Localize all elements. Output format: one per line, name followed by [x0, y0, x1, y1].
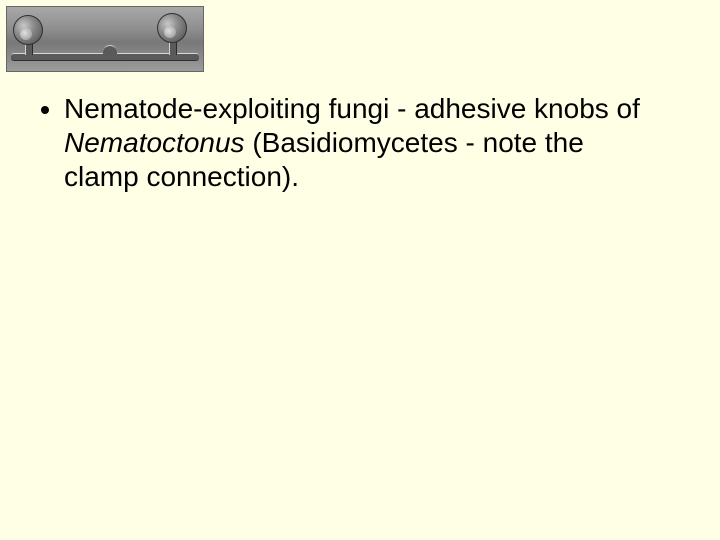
adhesive-knob-right: [157, 13, 187, 43]
adhesive-knob-left: [13, 15, 43, 45]
bullet-text-block: Nematode-exploiting fungi - adhesive kno…: [36, 92, 666, 194]
bullet-list: Nematode-exploiting fungi - adhesive kno…: [36, 92, 666, 194]
bullet-text-segment-1: Nematode-exploiting fungi - adhesive kno…: [64, 93, 640, 124]
knob-highlight: [164, 26, 176, 38]
knob-highlight: [20, 28, 32, 40]
bullet-item: Nematode-exploiting fungi - adhesive kno…: [64, 92, 666, 194]
clamp-connection: [103, 45, 117, 56]
bullet-text-italic-genus: Nematoctonus: [64, 127, 245, 158]
micrograph-image: [6, 6, 204, 72]
